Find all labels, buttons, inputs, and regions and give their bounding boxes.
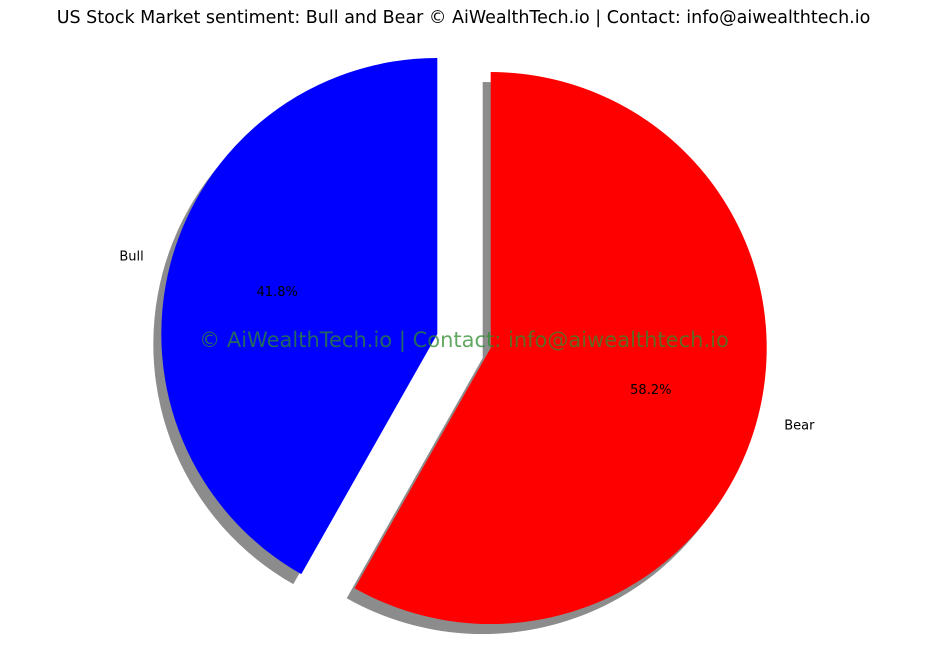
slice-pct-label-bear: 58.2%	[630, 383, 671, 398]
slice-bear	[354, 72, 767, 625]
slice-bull	[161, 57, 438, 575]
text-layer: Bull 41.8% Bear 58.2%	[119, 250, 815, 434]
chart-title: US Stock Market sentiment: Bull and Bear…	[56, 8, 871, 28]
slice-pct-label-bull: 41.8%	[257, 285, 298, 300]
watermark-text: © AiWealthTech.io | Contact: info@aiweal…	[199, 328, 729, 353]
slice-layer	[161, 57, 767, 625]
slice-label-bull: Bull	[119, 250, 143, 265]
slice-label-bear: Bear	[784, 418, 815, 433]
